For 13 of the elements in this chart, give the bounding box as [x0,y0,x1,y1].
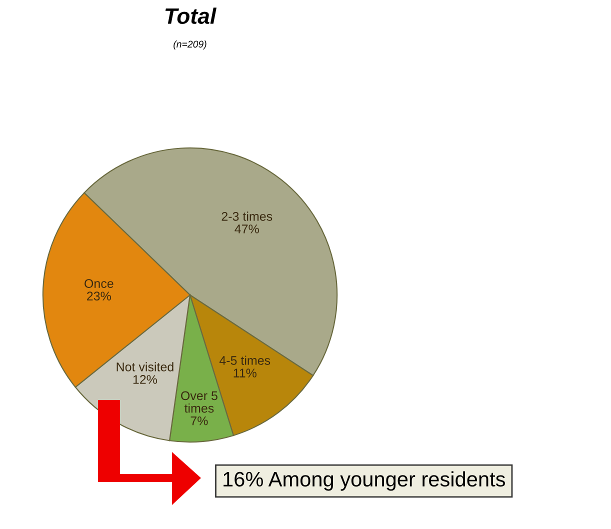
data-label: 7% [190,416,208,426]
slice-label: Once [84,279,114,288]
chart-subtitle: (n=209) [174,40,206,50]
data-label: 12% [133,375,158,384]
text: 16% Among younger residents [224,471,505,491]
slice-label: Not visited [116,362,174,372]
chart-title: Total [165,8,217,24]
data-label: 11% [234,368,256,378]
data-label: 23% [87,292,111,300]
slice-label: Over 5 times [181,391,218,413]
slice-label: 4-5 times [219,356,270,365]
data-label: 47% [234,224,259,234]
slice-label: 2-3 times [222,212,272,221]
